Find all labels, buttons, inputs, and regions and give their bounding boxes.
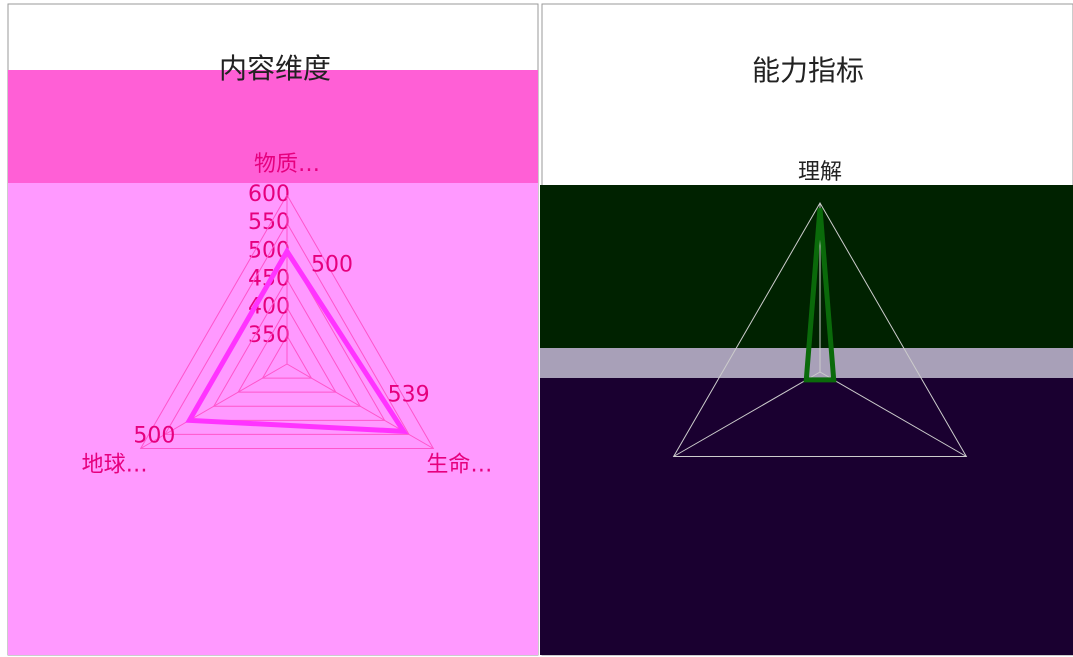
data-label: 500 [133, 423, 175, 448]
spoke [673, 371, 821, 457]
grid-ring [139, 194, 435, 449]
right-band-top [540, 185, 1073, 348]
spoke [819, 371, 967, 457]
spoke [286, 363, 434, 449]
grid-ring [672, 201, 968, 457]
axis-label: 生命… [426, 453, 492, 478]
r-tick-label: 550 [248, 210, 290, 235]
spoke [140, 363, 288, 449]
grid-ring [237, 306, 337, 393]
right-band-bottom [540, 378, 1073, 655]
radar-line [185, 246, 409, 435]
left-band [8, 70, 538, 183]
chart-title: 能力指标 [752, 54, 864, 87]
grid-ring [212, 278, 362, 407]
data-label: 539 [388, 382, 430, 407]
axis-label: 物质… [254, 152, 320, 177]
grid-ring [261, 334, 313, 379]
r-tick-label: 600 [248, 182, 290, 207]
axis-label: 理解 [798, 160, 842, 185]
grid-ring [164, 222, 410, 435]
data-label: 500 [311, 252, 353, 277]
radar-line [803, 208, 837, 383]
axis-label: 地球… [82, 453, 148, 478]
chart-title: 内容维度 [219, 52, 331, 85]
